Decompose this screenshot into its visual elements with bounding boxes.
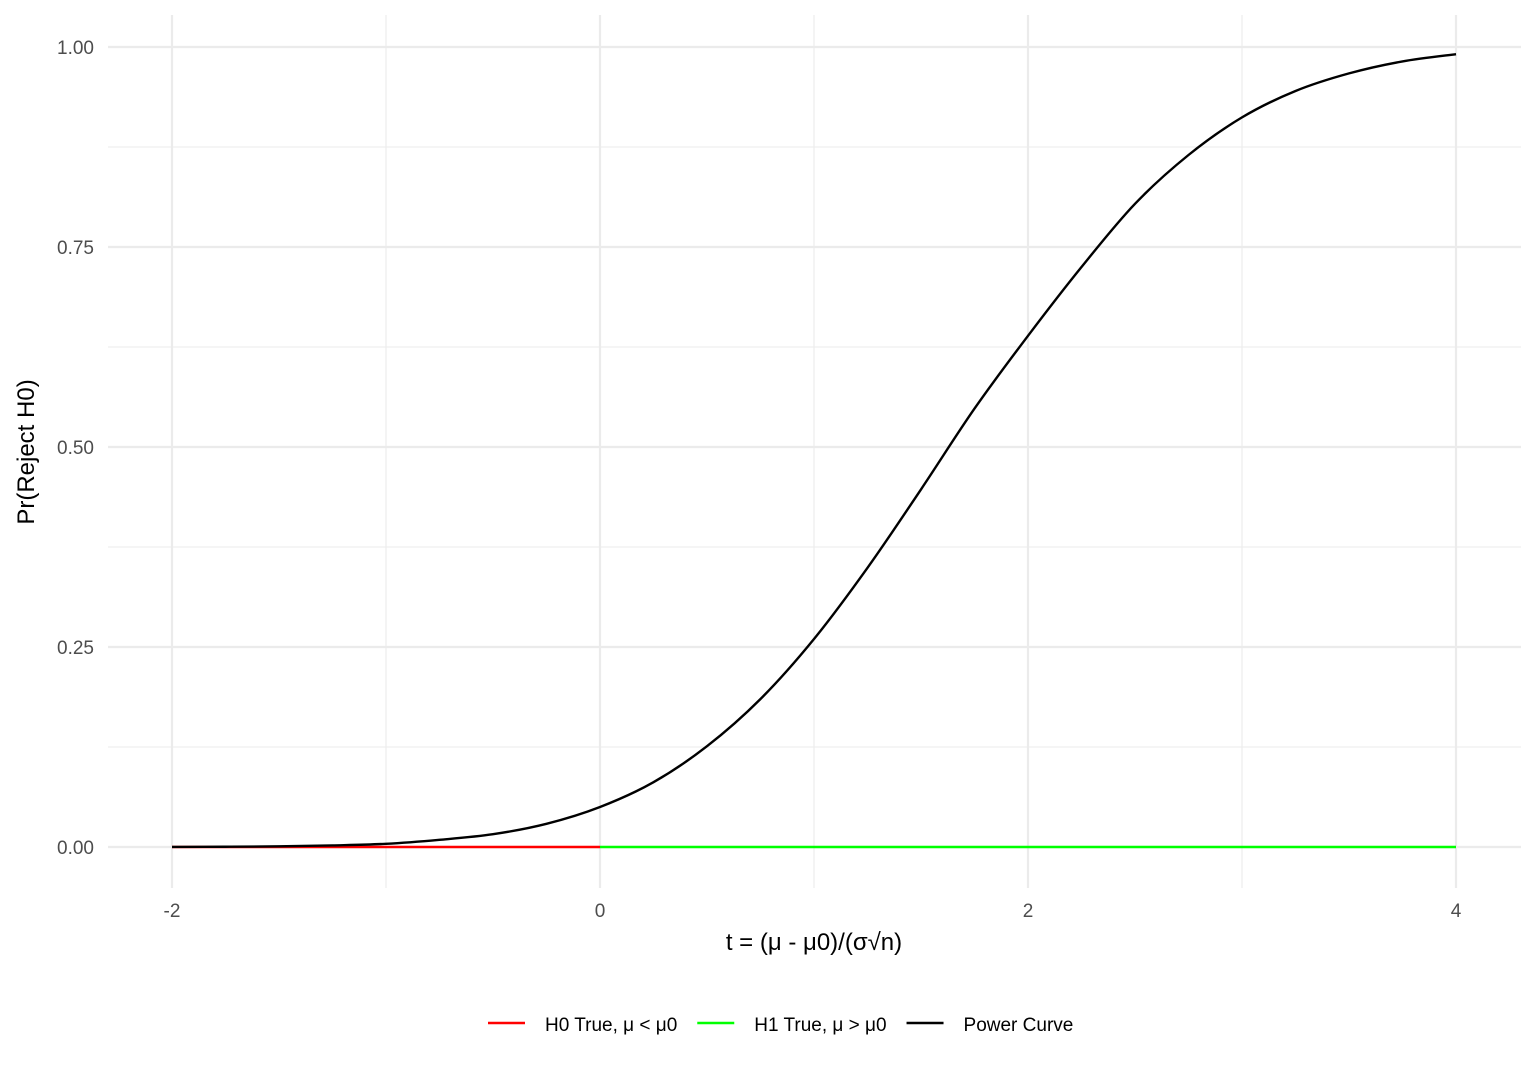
y-tick-label: 0.00	[57, 838, 94, 859]
legend-label-h0-true-0: H0 True, μ < μ0	[545, 1015, 677, 1036]
y-tick-label: 0.25	[57, 638, 94, 659]
y-tick-label: 1.00	[57, 38, 94, 59]
plot-series	[171, 53, 1457, 849]
legend-label-h1-true-0: H1 True, μ > μ0	[754, 1015, 886, 1036]
tick-labels: -2 0 2 4 0.00 0.25 0.50 0.75 1.00	[57, 38, 1462, 922]
grid-lines	[108, 15, 1521, 888]
x-axis-title: t = (μ - μ0)/(σ√n)	[726, 929, 902, 956]
series-line-power-curve	[171, 53, 1457, 849]
legend-label-power-curve: Power Curve	[964, 1015, 1074, 1036]
legend: H0 True, μ < μ0 H1 True, μ > μ0 Power Curv…	[488, 1015, 1073, 1036]
y-tick-label: 0.75	[57, 238, 94, 259]
x-tick-label: 2	[1023, 901, 1034, 922]
x-tick-label: -2	[164, 901, 181, 922]
y-tick-label: 0.50	[57, 438, 94, 459]
x-tick-label: 0	[595, 901, 606, 922]
x-tick-label: 4	[1451, 901, 1462, 922]
y-axis-title: Pr(Reject H0)	[13, 379, 40, 524]
